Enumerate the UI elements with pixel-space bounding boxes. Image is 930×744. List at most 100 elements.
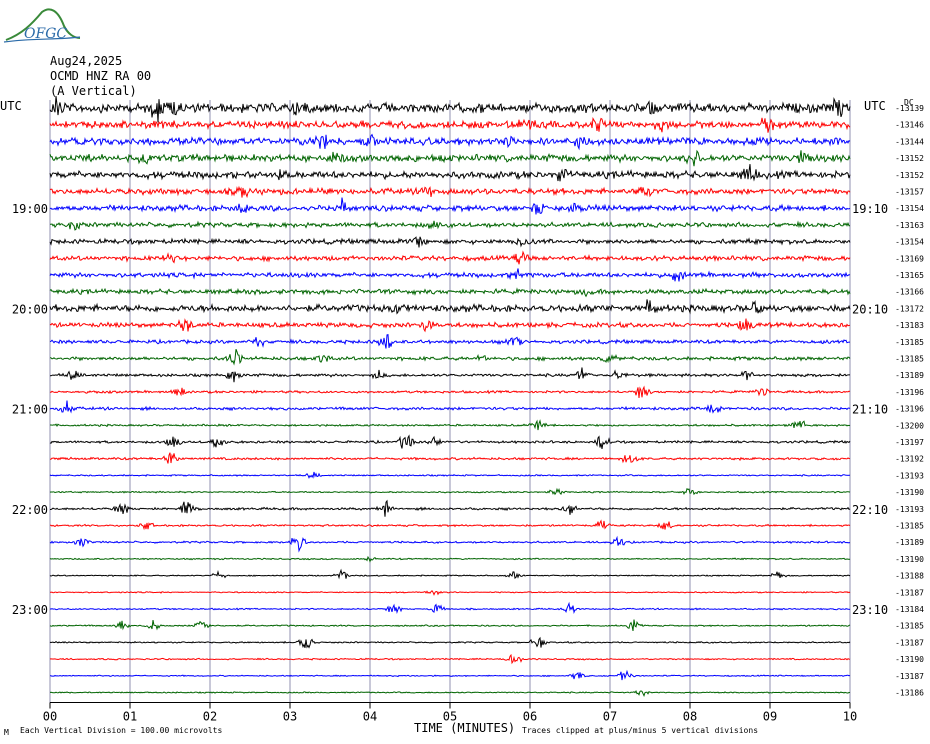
right-corner-label: UTC xyxy=(864,99,886,113)
x-tick-label: 04 xyxy=(363,710,377,724)
trace-line xyxy=(49,601,851,614)
hour-label-left: 20:00 xyxy=(12,302,48,316)
x-tick-label: 01 xyxy=(123,710,137,724)
dc-offset-label: -13154 xyxy=(895,238,924,247)
dc-offset-label: -13152 xyxy=(895,171,924,180)
dc-offset-label: -13185 xyxy=(895,522,924,531)
dc-offset-label: -13188 xyxy=(895,572,924,581)
dc-offset-label: -13157 xyxy=(895,188,924,197)
x-tick-label: 00 xyxy=(43,710,57,724)
dc-offset-label: -13185 xyxy=(895,622,924,631)
logo: OFGC xyxy=(2,4,82,44)
trace-line xyxy=(49,349,851,366)
dc-offset-label: -13190 xyxy=(895,488,924,497)
trace-line xyxy=(49,400,851,414)
trace-line xyxy=(49,333,850,349)
dc-offset-label: -13187 xyxy=(895,588,924,597)
dc-offset-label: -13154 xyxy=(895,204,924,213)
trace-line xyxy=(49,149,851,167)
hour-label-left: 21:00 xyxy=(12,403,48,417)
hour-label-left: 22:00 xyxy=(12,503,48,517)
trace-line xyxy=(49,555,851,563)
dc-offset-label: -13184 xyxy=(895,605,924,614)
hour-label-right: 19:10 xyxy=(852,202,888,216)
dc-offset-label: -13197 xyxy=(895,438,924,447)
x-tick-label: 02 xyxy=(203,710,217,724)
dc-offset-label: -13196 xyxy=(895,405,924,414)
dc-offset-label: -13187 xyxy=(895,638,924,647)
dc-offset-label: -13166 xyxy=(895,288,924,297)
x-tick-label: 03 xyxy=(283,710,297,724)
dc-offset-label: -13183 xyxy=(895,321,924,330)
dc-offset-label: -13139 xyxy=(895,104,924,113)
x-tick-label: 05 xyxy=(443,710,457,724)
dc-offset-label: -13200 xyxy=(895,421,924,430)
footer-clip-note: Traces clipped at plus/minus 5 vertical … xyxy=(522,726,759,735)
trace-line xyxy=(50,452,851,464)
dc-offset-label: -13169 xyxy=(895,254,924,263)
trace-line xyxy=(49,487,851,496)
trace-line xyxy=(49,197,851,215)
right-corner-unit: DC xyxy=(904,98,914,107)
trace-line xyxy=(49,164,851,182)
dc-offset-label: -13190 xyxy=(895,555,924,564)
header-station: OCMD HNZ RA 00 xyxy=(50,69,152,83)
trace-line xyxy=(50,519,851,531)
trace-line xyxy=(49,690,851,698)
footer-scale-note: Each Vertical Division = 100.00 microvol… xyxy=(20,726,223,735)
trace-line xyxy=(49,268,851,282)
dc-offset-label: -13190 xyxy=(895,655,924,664)
hour-label-left: 19:00 xyxy=(12,202,48,216)
dc-offset-label: -13189 xyxy=(895,371,924,380)
dc-offset-label: -13192 xyxy=(895,455,924,464)
x-axis-label: TIME (MINUTES) xyxy=(414,721,516,735)
x-tick-label: 08 xyxy=(683,710,697,724)
trace-line xyxy=(49,535,851,553)
logo-swoosh-icon xyxy=(3,8,81,43)
left-corner-label: UTC xyxy=(0,99,22,113)
trace-line xyxy=(49,568,851,580)
trace-line xyxy=(49,619,851,631)
x-tick-label: 07 xyxy=(603,710,617,724)
dc-offset-label: -13165 xyxy=(895,271,924,280)
hour-label-right: 20:10 xyxy=(852,302,888,316)
trace-line xyxy=(49,250,851,265)
trace-line xyxy=(49,236,851,248)
trace-line xyxy=(49,287,851,298)
trace-line xyxy=(49,299,851,315)
dc-offset-label: -13185 xyxy=(895,338,924,347)
trace-line xyxy=(49,653,851,665)
header-component: (A Vertical) xyxy=(50,84,137,98)
dc-offset-label: -13196 xyxy=(895,388,924,397)
dc-offset-label: -13144 xyxy=(895,137,924,146)
dc-offset-label: -13187 xyxy=(895,672,924,681)
trace-line xyxy=(49,185,851,199)
trace-line xyxy=(49,385,851,398)
trace-line xyxy=(49,318,850,333)
x-tick-label: 10 xyxy=(843,710,857,724)
trace-line xyxy=(50,419,851,431)
dc-offset-label: -13152 xyxy=(895,154,924,163)
x-tick-label: 06 xyxy=(523,710,537,724)
dc-offset-label: -13163 xyxy=(895,221,924,230)
trace-line xyxy=(49,636,851,649)
trace-line xyxy=(49,220,850,231)
footer-mark: M xyxy=(4,728,9,737)
dc-offset-label: -13193 xyxy=(895,471,924,480)
x-tick-label: 09 xyxy=(763,710,777,724)
trace-line xyxy=(50,590,851,596)
hour-label-left: 23:00 xyxy=(12,603,48,617)
trace-line xyxy=(49,434,851,449)
trace-line xyxy=(49,117,851,133)
dc-offset-label: -13189 xyxy=(895,538,924,547)
hour-label-right: 22:10 xyxy=(852,503,888,517)
hour-label-right: 21:10 xyxy=(852,403,888,417)
trace-line xyxy=(50,367,850,383)
hour-label-right: 23:10 xyxy=(852,603,888,617)
dc-offset-label: -13186 xyxy=(895,689,924,698)
trace-line xyxy=(50,669,851,681)
trace-line xyxy=(50,499,851,517)
dc-offset-label: -13185 xyxy=(895,355,924,364)
dc-offset-label: -13193 xyxy=(895,505,924,514)
